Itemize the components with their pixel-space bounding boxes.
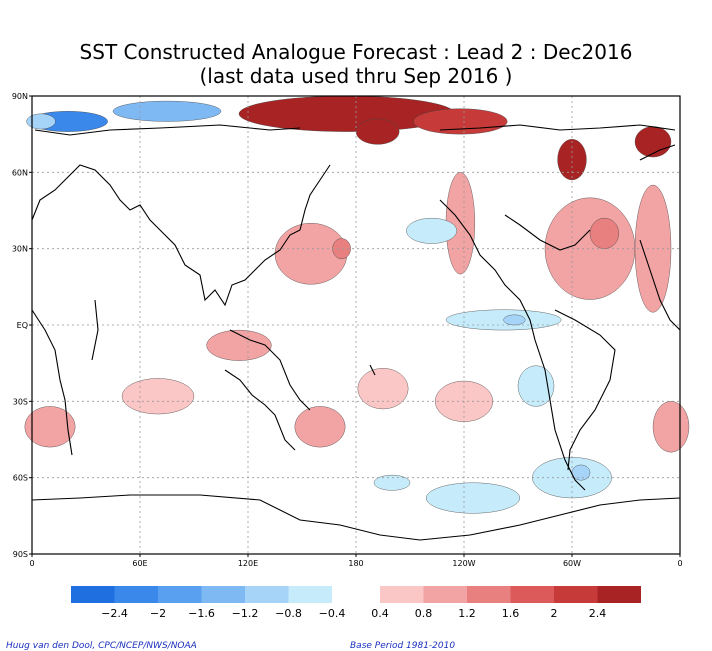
anomaly-region bbox=[426, 482, 521, 514]
y-tick-label: 30N bbox=[12, 245, 28, 254]
colorbar-swatch-positive bbox=[597, 586, 641, 603]
anomaly-region bbox=[357, 368, 409, 410]
y-tick-label: 30S bbox=[13, 397, 28, 406]
chart-title: SST Constructed Analogue Forecast : Lead… bbox=[79, 40, 633, 64]
coastlines bbox=[31, 124, 681, 541]
colorbar-swatch-positive bbox=[423, 586, 467, 603]
anomaly-region bbox=[406, 217, 457, 244]
anomaly-region bbox=[503, 314, 526, 326]
colorbar-level-label: −2 bbox=[150, 607, 166, 620]
anomaly-region bbox=[24, 406, 76, 448]
author-credit: Huug van den Dool, CPC/NCEP/NWS/NOAA bbox=[6, 641, 197, 651]
anomaly-region bbox=[634, 126, 672, 158]
anomaly-region bbox=[589, 217, 619, 249]
colorbar-swatch-negative bbox=[158, 586, 202, 603]
colorbar-swatch-positive bbox=[554, 586, 598, 603]
anomaly-region bbox=[413, 108, 508, 135]
colorbar-level-label: 2.4 bbox=[589, 607, 607, 620]
anomaly-region bbox=[557, 139, 587, 181]
base-period-note: Base Period 1981-2010 bbox=[350, 641, 456, 651]
colorbar-level-label: −1.2 bbox=[232, 607, 259, 620]
colorbar-level-label: 2 bbox=[551, 607, 558, 620]
colorbar-swatch-positive bbox=[380, 586, 424, 603]
anomaly-region bbox=[121, 378, 195, 415]
colorbar-swatch-negative bbox=[288, 586, 332, 603]
colorbar-level-label: −0.8 bbox=[275, 607, 302, 620]
colorbar-swatch-negative bbox=[245, 586, 289, 603]
anomaly-region bbox=[112, 100, 222, 122]
x-tick-label: 120E bbox=[238, 559, 258, 568]
anomaly-region bbox=[355, 118, 400, 145]
colorbar-level-label: 0.4 bbox=[371, 607, 389, 620]
colorbar-level-label: 0.8 bbox=[415, 607, 433, 620]
colorbar-swatch-positive bbox=[467, 586, 511, 603]
x-tick-label: 60W bbox=[563, 559, 581, 568]
colorbar-level-label: −2.4 bbox=[101, 607, 128, 620]
y-tick-label: 90N bbox=[12, 92, 28, 101]
y-tick-label: 90S bbox=[13, 550, 28, 559]
colorbar-level-label: 1.6 bbox=[502, 607, 520, 620]
colorbar-swatch-positive bbox=[510, 586, 554, 603]
x-tick-label: 120W bbox=[452, 559, 475, 568]
colorbar-swatch-negative bbox=[71, 586, 115, 603]
colorbar-level-label: 1.2 bbox=[458, 607, 476, 620]
anomaly-region bbox=[373, 474, 411, 491]
anomaly-region bbox=[652, 401, 690, 453]
x-tick-label: 180 bbox=[348, 559, 363, 568]
x-tick-label: 0 bbox=[29, 559, 34, 568]
colorbar-level-label: −0.4 bbox=[319, 607, 346, 620]
anomaly-region bbox=[206, 329, 272, 361]
anomaly-region bbox=[294, 406, 346, 448]
anomaly-region bbox=[517, 365, 555, 407]
chart-subtitle: (last data used thru Sep 2016 ) bbox=[199, 64, 513, 88]
colorbar-swatch-negative bbox=[114, 586, 158, 603]
y-tick-label: EQ bbox=[17, 321, 28, 330]
x-tick-label: 60E bbox=[132, 559, 147, 568]
y-tick-label: 60N bbox=[12, 168, 28, 177]
colorbar-level-label: −1.6 bbox=[188, 607, 215, 620]
anomaly-region bbox=[26, 113, 56, 130]
y-tick-label: 60S bbox=[13, 474, 28, 483]
colorbar-swatch-negative bbox=[201, 586, 245, 603]
x-tick-label: 0 bbox=[677, 559, 682, 568]
